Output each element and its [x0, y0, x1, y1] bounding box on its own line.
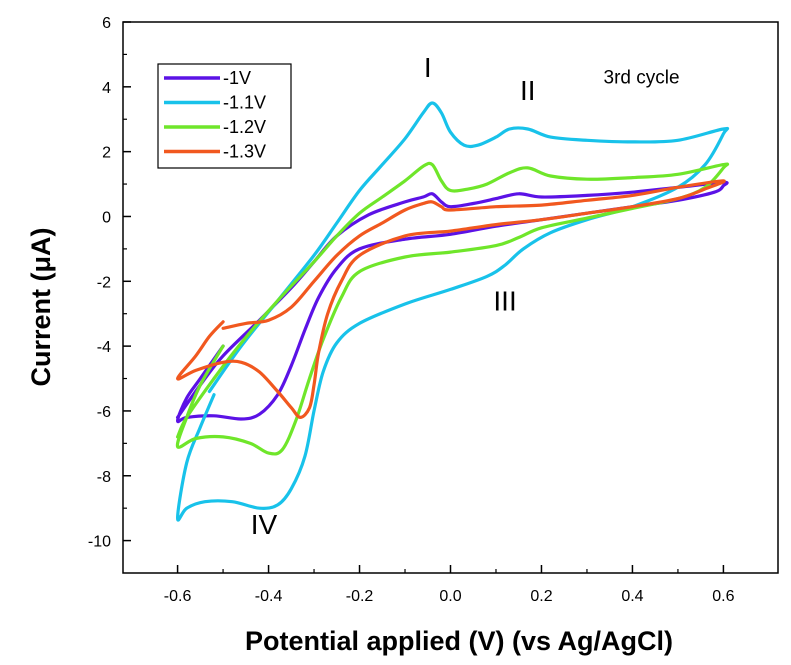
x-tick-label: 0.4	[621, 588, 643, 605]
y-tick-label: -6	[97, 404, 111, 421]
legend-label-1: -1V	[223, 68, 251, 88]
y-tick-label: -2	[97, 274, 111, 291]
annotation-5: IV	[251, 509, 278, 540]
y-tick-label: -8	[97, 469, 111, 486]
x-axis-title: Potential applied (V) (vs Ag/AgCl)	[245, 626, 673, 656]
y-tick-label: -4	[97, 339, 111, 356]
series-line-3	[175, 161, 730, 456]
x-tick-label: -0.6	[164, 588, 192, 605]
annotation-1: 3rd cycle	[604, 68, 680, 89]
series-line-2	[176, 101, 730, 522]
x-tick-label: 0.0	[439, 588, 461, 605]
y-tick-label: -10	[88, 534, 111, 551]
legend-label-4: -1.3V	[223, 142, 266, 162]
series-line-1	[176, 180, 729, 424]
legend-box	[157, 63, 292, 169]
annotation-3: II	[520, 75, 536, 106]
y-axis-title: Current (μA)	[26, 227, 56, 386]
x-tick-label: -0.2	[346, 588, 374, 605]
legend-label-3: -1.2V	[223, 117, 266, 137]
x-tick-label: -0.4	[255, 588, 283, 605]
series-line-4	[176, 179, 726, 419]
y-tick-label: 0	[102, 209, 111, 226]
y-tick-label: 6	[102, 15, 111, 32]
x-tick-label: 0.6	[712, 588, 734, 605]
annotation-2: I	[424, 52, 432, 83]
y-tick-label: 2	[102, 145, 111, 162]
y-tick-label: 4	[102, 80, 111, 97]
legend-label-2: -1.1V	[223, 93, 266, 113]
x-tick-label: 0.2	[530, 588, 552, 605]
annotation-4: III	[493, 285, 516, 316]
